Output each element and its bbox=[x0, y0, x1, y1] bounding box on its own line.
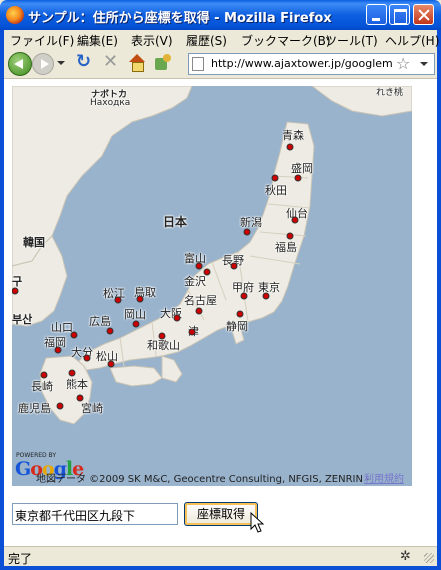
page-icon bbox=[192, 57, 204, 71]
menu-history[interactable]: 履歴(S) bbox=[186, 34, 227, 48]
map-label-aomori: 青森 bbox=[282, 129, 304, 142]
menu-tools[interactable]: ツール(T) bbox=[325, 34, 378, 48]
map-label-osaka: 大阪 bbox=[160, 307, 182, 320]
stop-icon[interactable]: ✕ bbox=[103, 51, 119, 72]
map-terrain bbox=[12, 86, 412, 425]
map-label-tokyo: 東京 bbox=[258, 281, 280, 294]
window-title: サンプル：住所から座標を取得 - Mozilla Firefox bbox=[28, 11, 332, 26]
minimize-button[interactable] bbox=[366, 4, 387, 25]
resize-grip-icon[interactable] bbox=[424, 553, 434, 563]
menu-edit[interactable]: 編集(E) bbox=[77, 34, 118, 48]
close-button[interactable] bbox=[413, 4, 434, 25]
google-map[interactable]: ナボトカ Находка れき桃 日本 韓国 구 부산 青森 盛岡 秋田 仙台 … bbox=[12, 86, 412, 486]
firefox-icon bbox=[6, 6, 24, 24]
navigation-toolbar: ↻ ✕ http://www.ajaxtower.jp/googlemap ☆ bbox=[4, 49, 437, 79]
map-label-hiroshima: 広島 bbox=[89, 315, 111, 328]
window-border-bottom bbox=[0, 566, 441, 570]
page-content: ナボトカ Находка れき桃 日本 韓国 구 부산 青森 盛岡 秋田 仙台 … bbox=[4, 79, 437, 546]
url-text[interactable]: http://www.ajaxtower.jp/googlemap bbox=[211, 57, 393, 70]
url-dropdown-icon[interactable] bbox=[420, 62, 428, 66]
window-title-bar[interactable]: サンプル：住所から座標を取得 - Mozilla Firefox bbox=[0, 0, 441, 30]
map-label-ko-fragment: 구 bbox=[12, 275, 23, 288]
map-attribution: 地図データ ©2009 SK M&C, Geocentre Consulting… bbox=[36, 474, 370, 485]
mouse-cursor-icon bbox=[250, 512, 265, 533]
back-icon[interactable] bbox=[8, 52, 32, 76]
home-icon[interactable] bbox=[128, 54, 146, 72]
status-text: 完了 bbox=[8, 552, 33, 566]
menu-bookmarks[interactable]: ブックマーク(B) bbox=[241, 34, 331, 48]
map-label-miyazaki: 宮崎 bbox=[81, 402, 103, 415]
map-label-nagasaki: 長崎 bbox=[31, 380, 53, 393]
menu-view[interactable]: 表示(V) bbox=[131, 34, 173, 48]
reload-icon[interactable]: ↻ bbox=[76, 51, 92, 72]
menu-help[interactable]: ヘルプ(H) bbox=[385, 34, 440, 48]
map-label-matsuyama: 松山 bbox=[96, 350, 118, 363]
map-label-tsu: 津 bbox=[188, 325, 199, 338]
menu-file[interactable]: ファイル(F) bbox=[10, 34, 75, 48]
get-coordinates-button[interactable]: 座標取得 bbox=[184, 502, 258, 526]
menu-bar: ファイル(F) 編集(E) 表示(V) 履歴(S) ブックマーク(B) ツール(… bbox=[4, 30, 440, 49]
map-label-kagoshima: 鹿児島 bbox=[18, 402, 51, 415]
map-label-toyama: 富山 bbox=[184, 252, 206, 265]
bookmark-star-icon[interactable]: ☆ bbox=[396, 54, 411, 73]
status-addon-icon[interactable]: ✲ bbox=[400, 549, 411, 564]
map-label-japan: 日本 bbox=[163, 215, 188, 229]
map-label-matsue: 松江 bbox=[103, 287, 125, 300]
map-label-okayama: 岡山 bbox=[124, 308, 146, 321]
address-input[interactable]: 東京都千代田区九段下 bbox=[12, 503, 178, 525]
history-dropdown-icon[interactable] bbox=[56, 61, 66, 67]
map-label-nagano: 長野 bbox=[222, 254, 244, 267]
map-label-korea: 韓国 bbox=[23, 236, 45, 249]
map-label-north: れき桃 bbox=[376, 88, 404, 98]
terms-link[interactable]: 利用規約 bbox=[364, 474, 404, 485]
window-border-right bbox=[437, 30, 441, 570]
map-label-kofu: 甲府 bbox=[232, 281, 254, 294]
map-label-kumamoto: 熊本 bbox=[66, 378, 88, 391]
url-bar[interactable]: http://www.ajaxtower.jp/googlemap ☆ bbox=[188, 53, 435, 75]
window-border-left bbox=[0, 30, 4, 570]
map-label-sendai: 仙台 bbox=[286, 207, 308, 220]
map-label-akita: 秋田 bbox=[265, 184, 287, 197]
map-label-niigata: 新潟 bbox=[240, 216, 262, 229]
map-label-nakhodka: Находка bbox=[90, 98, 131, 108]
map-label-fukushima: 福島 bbox=[275, 241, 297, 254]
map-label-fukuoka: 福岡 bbox=[44, 336, 66, 349]
map-label-wakayama: 和歌山 bbox=[147, 339, 180, 352]
map-label-nagoya: 名古屋 bbox=[184, 294, 217, 307]
map-label-shizuoka: 静岡 bbox=[226, 320, 248, 333]
status-bar: 完了 ✲ bbox=[4, 546, 437, 566]
map-label-oita: 大分 bbox=[71, 346, 93, 359]
forward-icon[interactable] bbox=[32, 53, 54, 75]
map-label-morioka: 盛岡 bbox=[291, 162, 313, 175]
powered-by-label: POWERED BY bbox=[16, 452, 57, 459]
map-label-kanazawa: 金沢 bbox=[184, 275, 206, 288]
map-label-busan: 부산 bbox=[12, 313, 33, 326]
google-logo[interactable]: Google bbox=[15, 458, 84, 480]
map-label-tottori: 鳥取 bbox=[134, 286, 156, 299]
addon-icon[interactable] bbox=[153, 54, 173, 72]
map-label-yamaguchi: 山口 bbox=[51, 321, 73, 334]
maximize-button[interactable] bbox=[389, 4, 410, 25]
map-label-sakhalin: ナボトカ bbox=[91, 90, 128, 100]
